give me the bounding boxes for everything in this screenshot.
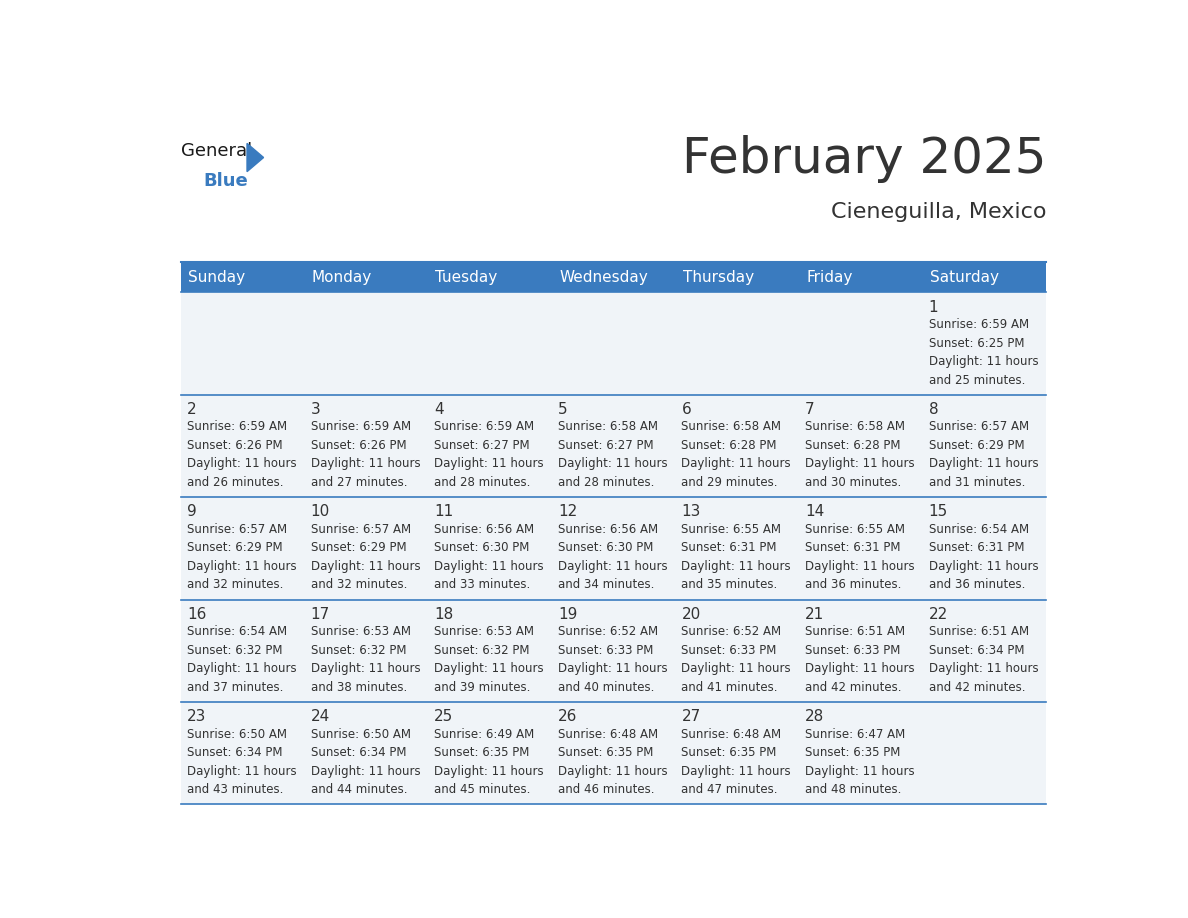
Text: Sunrise: 6:59 AM
Sunset: 6:25 PM
Daylight: 11 hours
and 25 minutes.: Sunrise: 6:59 AM Sunset: 6:25 PM Dayligh… <box>929 318 1038 386</box>
Bar <box>551 263 675 293</box>
Bar <box>181 498 1047 599</box>
Text: Sunrise: 6:59 AM
Sunset: 6:27 PM
Daylight: 11 hours
and 28 minutes.: Sunrise: 6:59 AM Sunset: 6:27 PM Dayligh… <box>434 420 544 489</box>
Text: Thursday: Thursday <box>683 270 754 285</box>
Text: 12: 12 <box>558 504 577 520</box>
Text: Sunrise: 6:52 AM
Sunset: 6:33 PM
Daylight: 11 hours
and 41 minutes.: Sunrise: 6:52 AM Sunset: 6:33 PM Dayligh… <box>682 625 791 694</box>
Text: Sunrise: 6:57 AM
Sunset: 6:29 PM
Daylight: 11 hours
and 32 minutes.: Sunrise: 6:57 AM Sunset: 6:29 PM Dayligh… <box>310 523 421 591</box>
Text: 19: 19 <box>558 607 577 621</box>
Text: 7: 7 <box>805 402 815 417</box>
Text: Sunrise: 6:58 AM
Sunset: 6:28 PM
Daylight: 11 hours
and 29 minutes.: Sunrise: 6:58 AM Sunset: 6:28 PM Dayligh… <box>682 420 791 489</box>
Text: 11: 11 <box>434 504 454 520</box>
Bar <box>181 293 1047 395</box>
Bar <box>181 395 1047 498</box>
Text: 26: 26 <box>558 709 577 724</box>
Text: Sunday: Sunday <box>188 270 245 285</box>
Bar <box>181 263 304 293</box>
Bar <box>675 263 798 293</box>
Text: Cieneguilla, Mexico: Cieneguilla, Mexico <box>830 202 1047 222</box>
Text: Sunrise: 6:57 AM
Sunset: 6:29 PM
Daylight: 11 hours
and 32 minutes.: Sunrise: 6:57 AM Sunset: 6:29 PM Dayligh… <box>187 523 297 591</box>
Text: Friday: Friday <box>807 270 853 285</box>
Text: Sunrise: 6:51 AM
Sunset: 6:34 PM
Daylight: 11 hours
and 42 minutes.: Sunrise: 6:51 AM Sunset: 6:34 PM Dayligh… <box>929 625 1038 694</box>
Text: Sunrise: 6:58 AM
Sunset: 6:27 PM
Daylight: 11 hours
and 28 minutes.: Sunrise: 6:58 AM Sunset: 6:27 PM Dayligh… <box>558 420 668 489</box>
Text: Sunrise: 6:56 AM
Sunset: 6:30 PM
Daylight: 11 hours
and 33 minutes.: Sunrise: 6:56 AM Sunset: 6:30 PM Dayligh… <box>434 523 544 591</box>
Text: 16: 16 <box>187 607 207 621</box>
Text: 5: 5 <box>558 402 568 417</box>
Text: Sunrise: 6:53 AM
Sunset: 6:32 PM
Daylight: 11 hours
and 38 minutes.: Sunrise: 6:53 AM Sunset: 6:32 PM Dayligh… <box>310 625 421 694</box>
Text: Sunrise: 6:59 AM
Sunset: 6:26 PM
Daylight: 11 hours
and 27 minutes.: Sunrise: 6:59 AM Sunset: 6:26 PM Dayligh… <box>310 420 421 489</box>
Text: Sunrise: 6:49 AM
Sunset: 6:35 PM
Daylight: 11 hours
and 45 minutes.: Sunrise: 6:49 AM Sunset: 6:35 PM Dayligh… <box>434 728 544 796</box>
Text: 28: 28 <box>805 709 824 724</box>
Text: 18: 18 <box>434 607 454 621</box>
Text: Sunrise: 6:50 AM
Sunset: 6:34 PM
Daylight: 11 hours
and 43 minutes.: Sunrise: 6:50 AM Sunset: 6:34 PM Dayligh… <box>187 728 297 796</box>
Text: Sunrise: 6:56 AM
Sunset: 6:30 PM
Daylight: 11 hours
and 34 minutes.: Sunrise: 6:56 AM Sunset: 6:30 PM Dayligh… <box>558 523 668 591</box>
Text: 22: 22 <box>929 607 948 621</box>
Text: Monday: Monday <box>311 270 372 285</box>
Text: 1: 1 <box>929 299 939 315</box>
Text: Tuesday: Tuesday <box>436 270 498 285</box>
Text: 15: 15 <box>929 504 948 520</box>
Text: 4: 4 <box>434 402 444 417</box>
Text: Sunrise: 6:52 AM
Sunset: 6:33 PM
Daylight: 11 hours
and 40 minutes.: Sunrise: 6:52 AM Sunset: 6:33 PM Dayligh… <box>558 625 668 694</box>
Bar <box>428 263 551 293</box>
Text: Sunrise: 6:47 AM
Sunset: 6:35 PM
Daylight: 11 hours
and 48 minutes.: Sunrise: 6:47 AM Sunset: 6:35 PM Dayligh… <box>805 728 915 796</box>
Text: Sunrise: 6:55 AM
Sunset: 6:31 PM
Daylight: 11 hours
and 35 minutes.: Sunrise: 6:55 AM Sunset: 6:31 PM Dayligh… <box>682 523 791 591</box>
Text: Saturday: Saturday <box>930 270 999 285</box>
Polygon shape <box>247 143 264 172</box>
Text: 17: 17 <box>310 607 330 621</box>
Text: 3: 3 <box>310 402 321 417</box>
Text: Sunrise: 6:54 AM
Sunset: 6:31 PM
Daylight: 11 hours
and 36 minutes.: Sunrise: 6:54 AM Sunset: 6:31 PM Dayligh… <box>929 523 1038 591</box>
Text: Sunrise: 6:54 AM
Sunset: 6:32 PM
Daylight: 11 hours
and 37 minutes.: Sunrise: 6:54 AM Sunset: 6:32 PM Dayligh… <box>187 625 297 694</box>
Bar <box>181 702 1047 804</box>
Text: Blue: Blue <box>204 172 248 190</box>
Bar <box>181 599 1047 702</box>
Text: 8: 8 <box>929 402 939 417</box>
Text: Wednesday: Wednesday <box>560 270 647 285</box>
Text: Sunrise: 6:48 AM
Sunset: 6:35 PM
Daylight: 11 hours
and 47 minutes.: Sunrise: 6:48 AM Sunset: 6:35 PM Dayligh… <box>682 728 791 796</box>
Text: 13: 13 <box>682 504 701 520</box>
Text: General: General <box>181 142 252 160</box>
Text: Sunrise: 6:57 AM
Sunset: 6:29 PM
Daylight: 11 hours
and 31 minutes.: Sunrise: 6:57 AM Sunset: 6:29 PM Dayligh… <box>929 420 1038 489</box>
Text: 10: 10 <box>310 504 330 520</box>
Bar <box>798 263 923 293</box>
Text: 25: 25 <box>434 709 454 724</box>
Text: 9: 9 <box>187 504 197 520</box>
Text: 27: 27 <box>682 709 701 724</box>
Text: 20: 20 <box>682 607 701 621</box>
Text: 21: 21 <box>805 607 824 621</box>
Text: Sunrise: 6:48 AM
Sunset: 6:35 PM
Daylight: 11 hours
and 46 minutes.: Sunrise: 6:48 AM Sunset: 6:35 PM Dayligh… <box>558 728 668 796</box>
Text: Sunrise: 6:58 AM
Sunset: 6:28 PM
Daylight: 11 hours
and 30 minutes.: Sunrise: 6:58 AM Sunset: 6:28 PM Dayligh… <box>805 420 915 489</box>
Text: Sunrise: 6:51 AM
Sunset: 6:33 PM
Daylight: 11 hours
and 42 minutes.: Sunrise: 6:51 AM Sunset: 6:33 PM Dayligh… <box>805 625 915 694</box>
Bar <box>923 263 1047 293</box>
Text: February 2025: February 2025 <box>682 135 1047 183</box>
Bar <box>304 263 428 293</box>
Text: 6: 6 <box>682 402 691 417</box>
Text: Sunrise: 6:50 AM
Sunset: 6:34 PM
Daylight: 11 hours
and 44 minutes.: Sunrise: 6:50 AM Sunset: 6:34 PM Dayligh… <box>310 728 421 796</box>
Text: 14: 14 <box>805 504 824 520</box>
Text: Sunrise: 6:53 AM
Sunset: 6:32 PM
Daylight: 11 hours
and 39 minutes.: Sunrise: 6:53 AM Sunset: 6:32 PM Dayligh… <box>434 625 544 694</box>
Text: Sunrise: 6:59 AM
Sunset: 6:26 PM
Daylight: 11 hours
and 26 minutes.: Sunrise: 6:59 AM Sunset: 6:26 PM Dayligh… <box>187 420 297 489</box>
Text: Sunrise: 6:55 AM
Sunset: 6:31 PM
Daylight: 11 hours
and 36 minutes.: Sunrise: 6:55 AM Sunset: 6:31 PM Dayligh… <box>805 523 915 591</box>
Text: 2: 2 <box>187 402 196 417</box>
Text: 23: 23 <box>187 709 207 724</box>
Text: 24: 24 <box>310 709 330 724</box>
